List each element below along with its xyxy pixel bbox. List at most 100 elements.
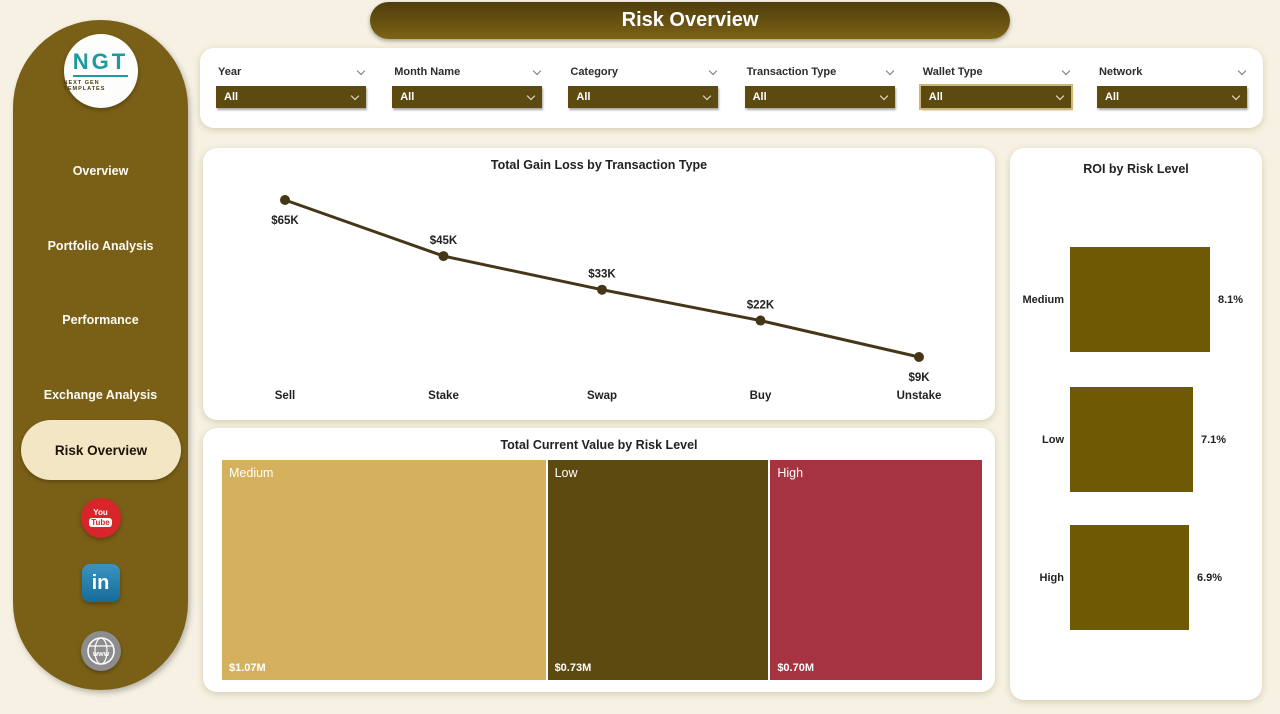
x-axis-label-buy: Buy — [750, 390, 772, 402]
filter-value: All — [400, 91, 415, 103]
treemap-card: Total Current Value by Risk Level Medium… — [203, 428, 995, 692]
roi-chart-title: ROI by Risk Level — [1083, 162, 1189, 176]
data-point-swap[interactable] — [597, 284, 607, 295]
treemap-tile-low[interactable]: Low $0.73M — [547, 460, 769, 680]
chevron-down-icon[interactable] — [703, 91, 712, 100]
filter-dropdown[interactable]: All — [918, 84, 1073, 110]
youtube-icon[interactable]: You Tube — [80, 498, 121, 538]
tile-value: $0.70M — [777, 662, 815, 674]
roi-category-label: Medium — [1022, 293, 1064, 306]
filter-dropdown[interactable]: All — [1096, 86, 1247, 108]
sidebar-item-overview[interactable]: Overview — [72, 164, 129, 178]
filter-dropdown[interactable]: All — [216, 86, 366, 108]
tile-category: Medium — [229, 466, 274, 480]
chevron-down-icon[interactable] — [526, 91, 536, 100]
chevron-down-icon[interactable] — [709, 66, 718, 75]
x-axis-label-sell: Sell — [275, 390, 295, 402]
treemap: Medium $1.07M Low $0.73M High $0.70M — [222, 460, 982, 680]
roi-bar[interactable] — [1070, 247, 1210, 352]
filter-bar: Year All Month Name All Category All Tra… — [200, 48, 1263, 128]
filter-value: All — [752, 91, 767, 103]
data-label: $9K — [908, 372, 930, 384]
tile-category: High — [777, 466, 804, 480]
data-label: $65K — [271, 215, 299, 227]
sidebar-item-portfolio-analysis[interactable]: Portfolio Analysis — [47, 239, 154, 253]
data-label: $22K — [747, 300, 775, 312]
filter-label: Network — [1098, 66, 1143, 78]
ngt-logo: NGT NEXT GEN TEMPLATES — [63, 34, 138, 108]
filter-transaction-type: Transaction Type All — [744, 66, 895, 108]
data-label: $33K — [588, 269, 616, 281]
chevron-down-icon[interactable] — [1231, 91, 1241, 100]
roi-value-label: 6.9% — [1197, 571, 1223, 584]
x-axis-label-swap: Swap — [587, 390, 617, 402]
youtube-icon-text: You — [93, 507, 108, 517]
globe-glyph: www — [86, 637, 115, 665]
page-title-banner: Risk Overview — [370, 2, 1010, 39]
roi-value-label: 7.1% — [1201, 433, 1227, 446]
line-chart-card: Total Gain Loss by Transaction Type $65K… — [203, 148, 995, 420]
filter-value: All — [928, 91, 943, 103]
logo-subtext: NEXT GEN TEMPLATES — [63, 79, 106, 92]
data-point-stake[interactable] — [438, 251, 449, 262]
tile-value: $0.73M — [554, 662, 592, 674]
roi-value-label: 8.1% — [1218, 293, 1244, 306]
treemap-tile-high[interactable]: High $0.70M — [770, 460, 982, 680]
filter-network: Network All — [1096, 66, 1247, 108]
data-point-unstake[interactable] — [914, 352, 924, 362]
roi-category-label: High — [1039, 571, 1064, 584]
chevron-down-icon[interactable] — [350, 91, 360, 100]
sidebar-item-risk-overview-active[interactable]: Risk Overview — [21, 420, 181, 480]
filter-value: All — [576, 91, 591, 103]
filter-dropdown[interactable]: All — [744, 86, 895, 108]
logo-text: NGT — [72, 50, 129, 77]
sidebar-item-exchange-analysis[interactable]: Exchange Analysis — [43, 388, 158, 402]
x-axis-label-unstake: Unstake — [897, 390, 942, 402]
filter-dropdown[interactable]: All — [568, 86, 719, 108]
filter-dropdown[interactable]: All — [392, 86, 543, 108]
roi-row-low: Low 7.1% — [1010, 387, 1262, 492]
roi-row-medium: Medium 8.1% — [1010, 247, 1262, 352]
filter-year: Year All — [216, 66, 366, 108]
filter-label: Wallet Type — [922, 66, 983, 78]
filter-month-name: Month Name All — [392, 66, 543, 108]
roi-bar[interactable] — [1070, 387, 1193, 492]
filter-wallet-type: Wallet Type All — [918, 66, 1073, 110]
chevron-down-icon[interactable] — [1237, 66, 1247, 75]
line-chart-title: Total Gain Loss by Transaction Type — [490, 158, 708, 172]
linkedin-icon-text: in — [91, 571, 110, 594]
svg-text:www: www — [91, 651, 109, 658]
youtube-icon-text2: Tube — [89, 517, 112, 528]
page-title: Risk Overview — [621, 9, 759, 31]
filter-label: Month Name — [394, 66, 461, 78]
filter-label: Category — [570, 66, 619, 78]
chevron-down-icon[interactable] — [885, 66, 894, 75]
chevron-down-icon[interactable] — [879, 91, 888, 100]
sidebar-item-performance[interactable]: Performance — [62, 313, 139, 327]
roi-bar[interactable] — [1070, 525, 1189, 630]
chevron-down-icon[interactable] — [1061, 66, 1070, 75]
data-point-buy[interactable] — [755, 315, 766, 326]
x-axis-label-stake: Stake — [428, 390, 459, 402]
roi-chart-card: ROI by Risk Level Medium 8.1% Low 7.1% Hig… — [1010, 148, 1262, 700]
filter-category: Category All — [568, 66, 719, 108]
roi-row-high: High 6.9% — [1010, 525, 1262, 630]
data-label: $45K — [430, 235, 458, 247]
tile-value: $1.07M — [229, 662, 266, 674]
line-chart[interactable]: $65K Sell $45K Stake $33K Swap $22K Buy $9K Unsta… — [203, 178, 995, 420]
filter-value: All — [224, 91, 239, 103]
linkedin-icon[interactable]: in — [81, 564, 120, 602]
tile-category: Low — [554, 466, 578, 480]
sidebar: NGT NEXT GEN TEMPLATES Overview Portfoli… — [13, 20, 188, 690]
treemap-title: Total Current Value by Risk Level — [500, 438, 698, 452]
filter-label: Transaction Type — [746, 66, 837, 78]
website-globe-icon[interactable]: www — [80, 631, 121, 671]
data-point-sell[interactable] — [280, 195, 290, 205]
chevron-down-icon[interactable] — [1055, 91, 1064, 100]
roi-category-label: Low — [1042, 433, 1064, 446]
treemap-tile-medium[interactable]: Medium $1.07M — [222, 460, 546, 680]
filter-label: Year — [218, 66, 242, 78]
filter-value: All — [1104, 91, 1119, 103]
chevron-down-icon[interactable] — [532, 66, 542, 75]
chevron-down-icon[interactable] — [356, 66, 366, 75]
